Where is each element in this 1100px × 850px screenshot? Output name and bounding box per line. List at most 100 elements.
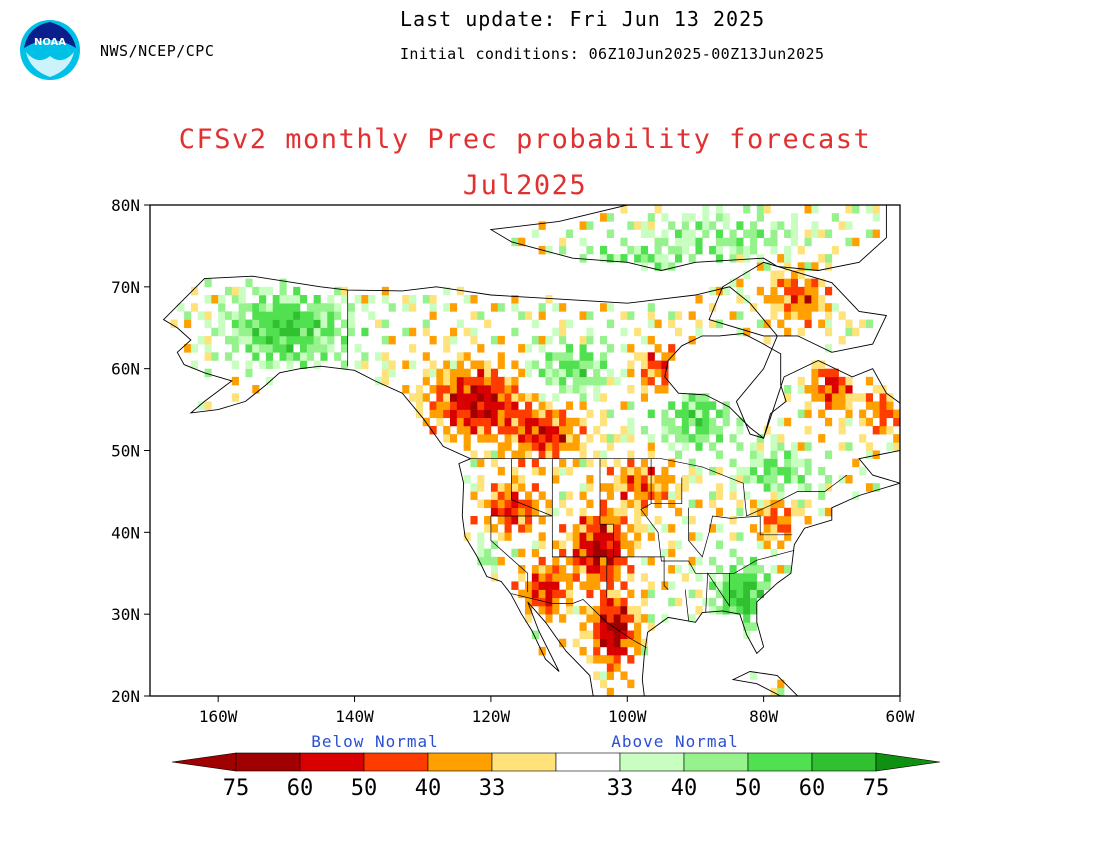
prob-cell — [675, 483, 683, 492]
prob-cell — [586, 221, 594, 230]
prob-cell — [770, 548, 778, 558]
prob-cell — [763, 425, 771, 435]
prob-cell — [347, 303, 355, 312]
prob-cell — [381, 368, 389, 378]
prob-cell — [456, 401, 464, 410]
prob-cell — [579, 335, 587, 345]
prob-cell — [415, 401, 424, 410]
prob-cell — [606, 540, 614, 549]
prob-cell — [484, 368, 492, 378]
prob-cell — [640, 499, 649, 509]
prob-cell — [784, 393, 792, 402]
prob-cell — [231, 344, 239, 353]
prob-cell — [647, 229, 655, 239]
lon-label: 140W — [335, 707, 374, 726]
prob-cell — [647, 213, 655, 222]
prob-cell — [559, 565, 567, 574]
prob-cell — [497, 532, 505, 541]
prob-cell — [463, 409, 471, 419]
prob-cell — [490, 565, 499, 574]
prob-cell — [715, 589, 724, 599]
prob-cell — [640, 254, 649, 263]
prob-cell — [852, 458, 860, 468]
prob-cell — [784, 229, 792, 239]
prob-cell — [586, 475, 594, 484]
prob-cell — [443, 368, 451, 378]
prob-cell — [736, 556, 744, 566]
boundary-line — [511, 593, 647, 649]
prob-cell — [865, 450, 874, 459]
prob-cell — [634, 646, 642, 656]
prob-cell — [320, 319, 328, 329]
prob-cell — [354, 344, 362, 353]
prob-cell — [600, 360, 608, 369]
prob-cell — [497, 352, 505, 361]
prob-cell — [750, 605, 758, 615]
prob-cell — [497, 360, 505, 369]
prob-cell — [320, 311, 328, 320]
prob-cell — [695, 605, 703, 615]
prob-cell — [586, 458, 594, 468]
prob-cell — [668, 311, 676, 320]
prob-cell — [586, 515, 594, 525]
legend-value: 75 — [863, 776, 890, 801]
prob-cell — [606, 409, 614, 419]
prob-cell — [586, 434, 594, 443]
prob-cell — [518, 393, 526, 402]
prob-cell — [872, 385, 880, 394]
prob-cell — [695, 475, 703, 484]
prob-cell — [695, 573, 703, 582]
prob-cell — [463, 442, 471, 451]
prob-cell — [627, 483, 635, 492]
prob-cell — [688, 589, 696, 599]
prob-cell — [204, 368, 212, 378]
prob-cell — [586, 614, 594, 623]
prob-cell — [661, 360, 669, 369]
prob-cell — [450, 393, 458, 402]
prob-cell — [579, 515, 587, 525]
prob-cell — [538, 581, 546, 590]
prob-cell — [668, 581, 676, 590]
prob-cell — [477, 311, 485, 320]
prob-cell — [797, 385, 805, 394]
prob-cell — [777, 295, 785, 304]
prob-cell — [497, 450, 505, 459]
prob-cell — [525, 434, 533, 443]
prob-cell — [429, 360, 437, 369]
prob-cell — [538, 597, 546, 607]
prob-cell — [613, 655, 621, 664]
prob-cell — [354, 360, 362, 369]
prob-cell — [443, 425, 451, 435]
prob-cell — [763, 237, 771, 247]
prob-cell — [334, 286, 342, 296]
prob-cell — [272, 327, 280, 337]
prob-cell — [525, 450, 533, 459]
prob-cell — [763, 262, 771, 271]
prob-cell — [238, 303, 246, 312]
prob-cell — [231, 335, 239, 345]
prob-cell — [565, 385, 574, 394]
prob-cell — [770, 434, 778, 443]
prob-cell — [579, 556, 587, 566]
prob-cell — [484, 417, 492, 427]
prob-cell — [600, 376, 608, 386]
prob-cell — [804, 442, 812, 451]
prob-cell — [825, 286, 833, 296]
prob-cell — [511, 450, 519, 459]
prob-cell — [709, 319, 717, 329]
prob-cell — [777, 442, 785, 451]
prob-cell — [688, 532, 696, 541]
prob-cell — [743, 491, 751, 500]
prob-cell — [511, 515, 519, 525]
prob-cell — [606, 303, 614, 312]
prob-cell — [211, 352, 219, 361]
prob-cell — [763, 335, 771, 345]
prob-cell — [688, 417, 696, 427]
prob-cell — [231, 327, 239, 337]
prob-cell — [845, 376, 853, 386]
prob-cell — [715, 434, 724, 443]
prob-cell — [784, 385, 792, 394]
prob-cell — [613, 605, 621, 615]
prob-cell — [688, 556, 696, 566]
prob-cell — [736, 417, 744, 427]
